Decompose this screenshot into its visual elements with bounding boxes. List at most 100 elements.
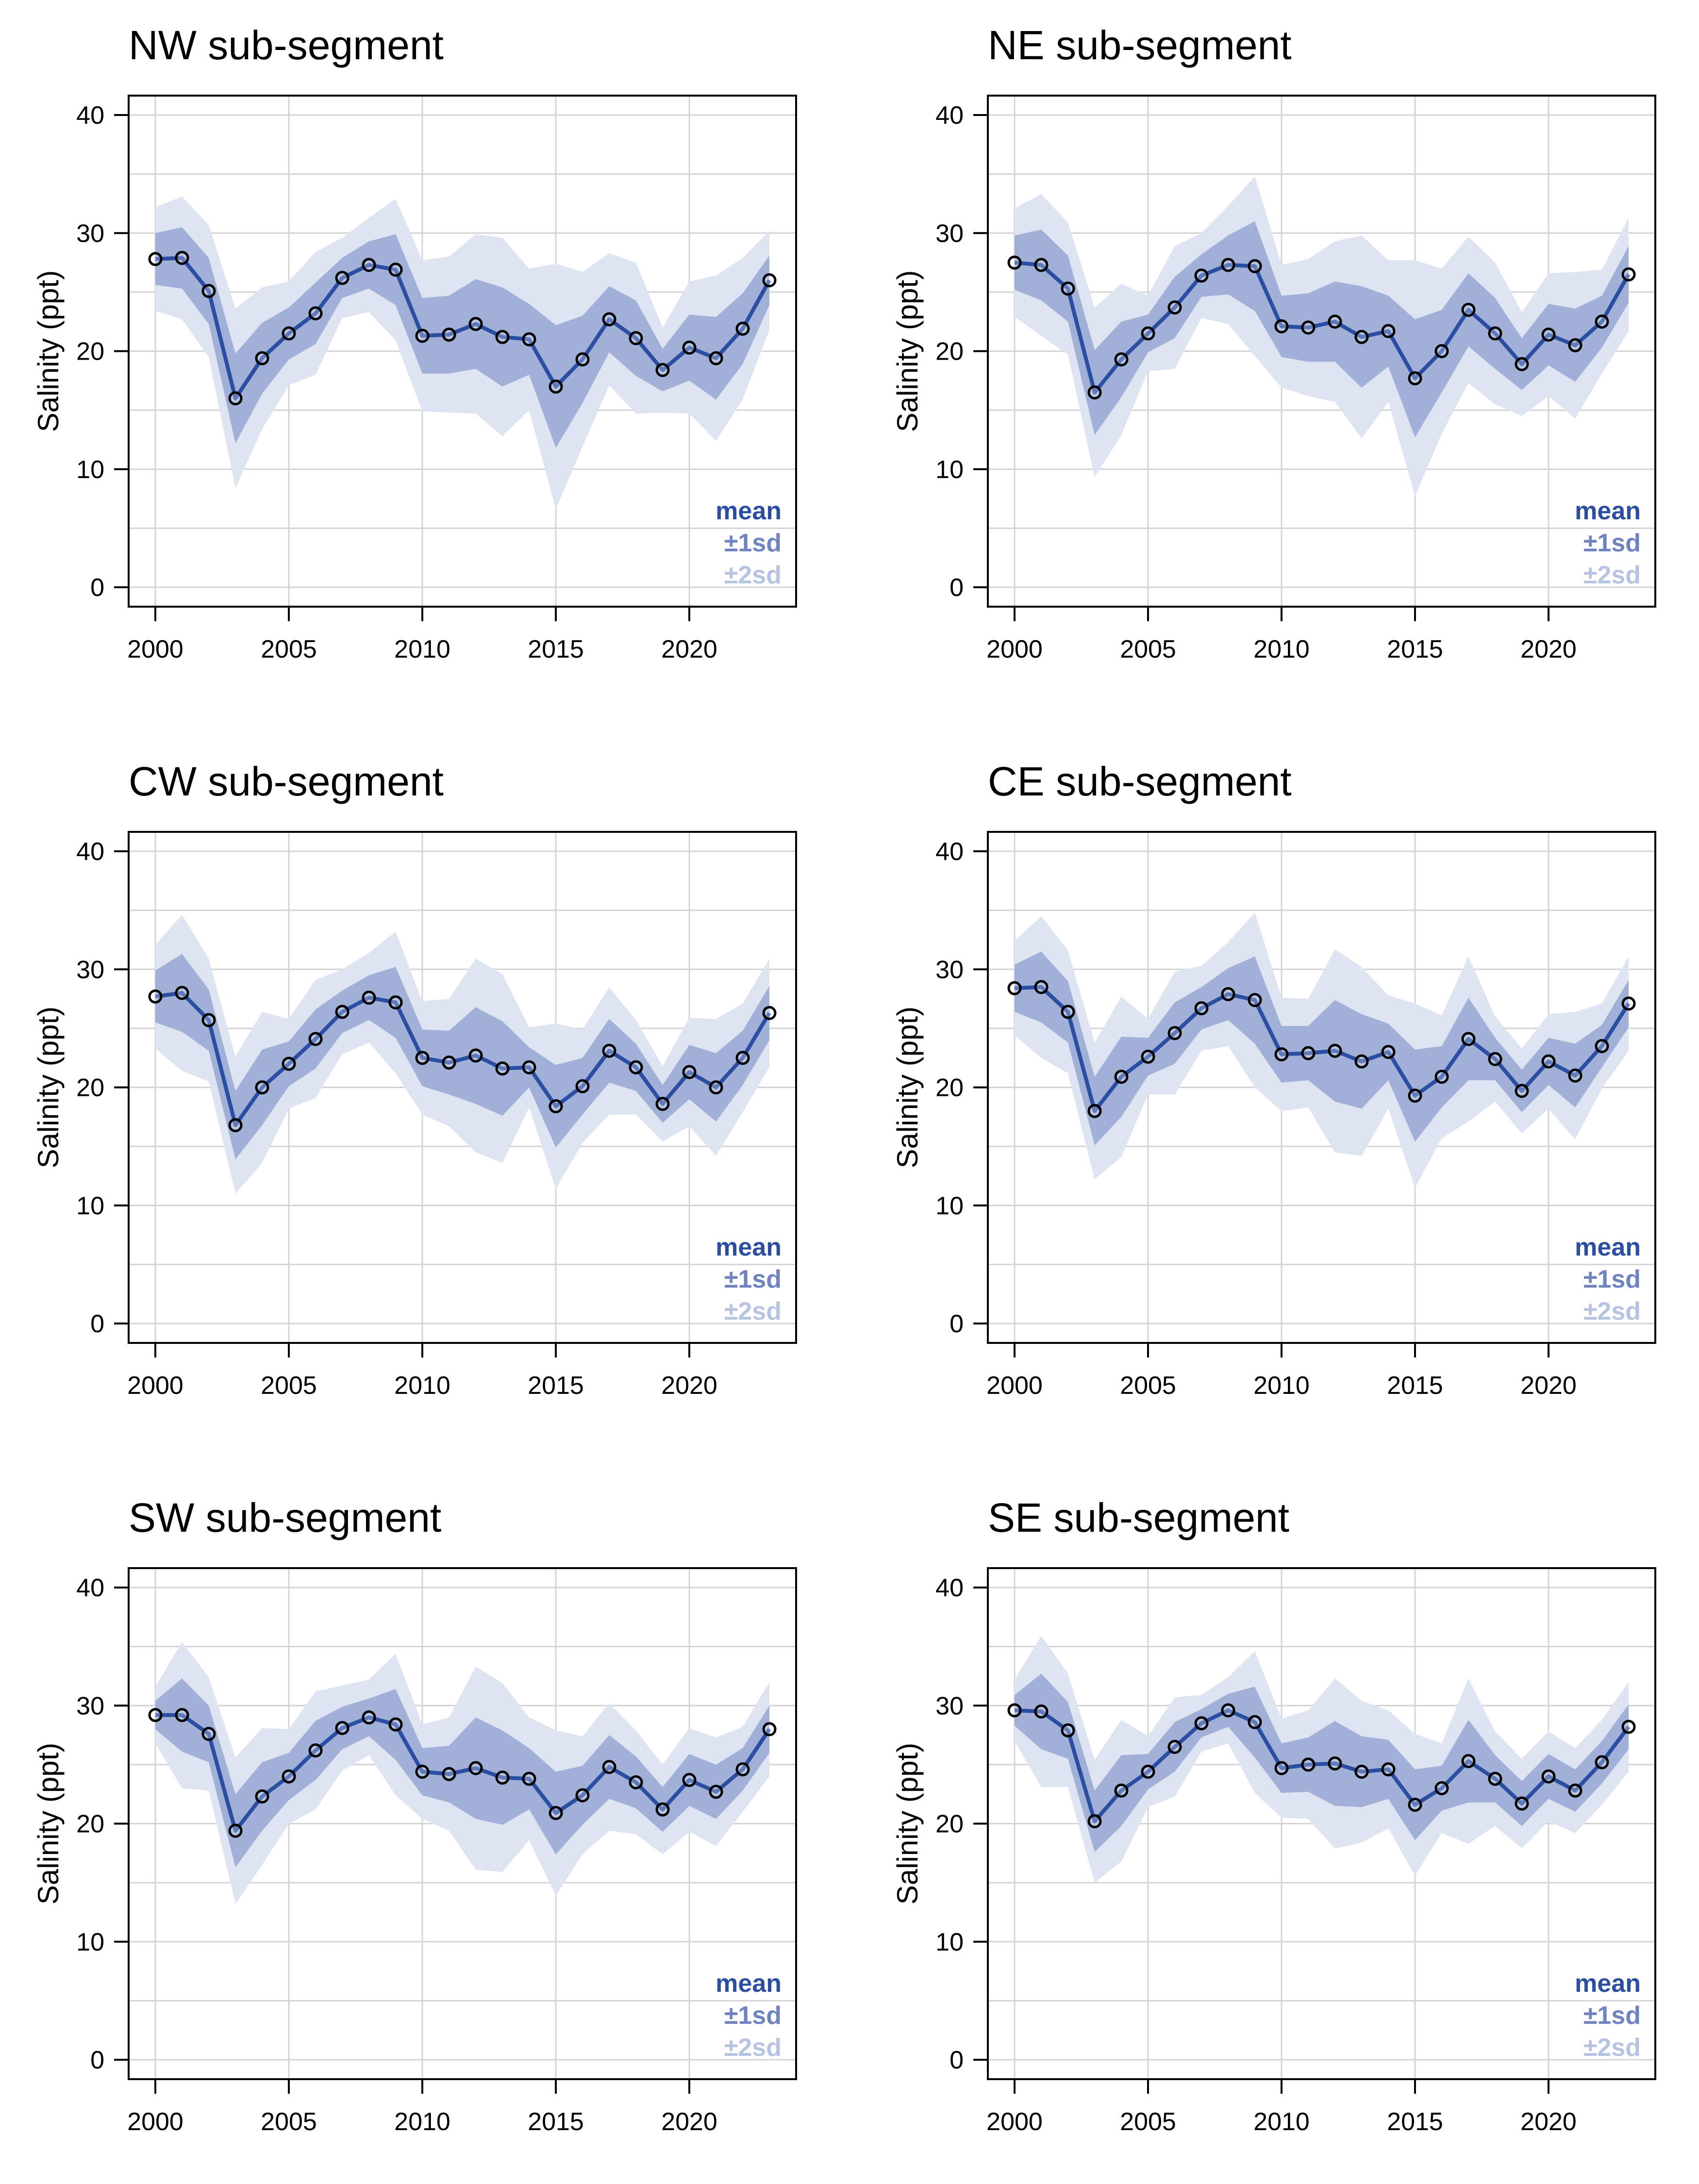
- x-tick-label: 2010: [1253, 635, 1310, 663]
- y-tick-label: 0: [90, 1310, 104, 1338]
- legend-1sd: ±1sd: [724, 2002, 782, 2030]
- x-tick-label: 2015: [528, 2108, 584, 2136]
- data-point: [1221, 987, 1235, 1001]
- x-tick-label: 2000: [127, 2108, 183, 2136]
- data-point: [148, 252, 163, 266]
- legend-2sd: ±2sd: [1583, 2034, 1641, 2062]
- data-point: [1595, 314, 1609, 329]
- chart-panel: CW sub-segment 0 10 20 30 40 2000 2005 2010 2015 2…: [32, 759, 797, 1400]
- band-1sd: [1015, 951, 1629, 1145]
- data-point: [1541, 1769, 1556, 1784]
- y-tick-label: 10: [76, 1192, 104, 1220]
- band-1sd: [1015, 221, 1629, 438]
- data-point: [1061, 1723, 1075, 1737]
- data-point: [1248, 1715, 1262, 1729]
- data-point: [1007, 981, 1022, 995]
- data-point: [629, 331, 643, 346]
- data-point: [1087, 385, 1102, 400]
- data-point: [655, 363, 670, 377]
- data-point: [1488, 326, 1502, 341]
- legend-1sd: ±1sd: [724, 1265, 782, 1293]
- x-tick-label: 2020: [1520, 2108, 1577, 2136]
- legend-mean: mean: [1575, 497, 1641, 525]
- data-point: [201, 1013, 216, 1027]
- data-point: [682, 340, 697, 355]
- data-point: [575, 1788, 590, 1803]
- data-point: [1167, 1739, 1182, 1754]
- data-point: [1167, 300, 1182, 314]
- data-point: [1354, 1054, 1369, 1069]
- y-tick-label: 20: [76, 338, 104, 366]
- data-point: [1194, 1001, 1209, 1016]
- x-tick-label: 2005: [261, 2108, 317, 2136]
- x-tick-label: 2015: [528, 635, 584, 663]
- data-point: [1381, 1762, 1396, 1777]
- data-point: [255, 1789, 269, 1804]
- data-point: [709, 1080, 723, 1094]
- data-point: [549, 379, 563, 394]
- data-point: [709, 351, 723, 365]
- data-point: [1221, 1703, 1235, 1718]
- data-point: [1461, 1754, 1476, 1769]
- y-tick-label: 30: [76, 1692, 104, 1720]
- data-point: [308, 1743, 323, 1758]
- data-point: [362, 991, 376, 1005]
- panel-title: SW sub-segment: [129, 1495, 441, 1540]
- y-axis-label: Salinity (ppt): [891, 1007, 924, 1168]
- data-point: [1461, 302, 1476, 317]
- x-tick-label: 2015: [1387, 635, 1443, 663]
- legend-2sd: ±2sd: [1583, 1297, 1641, 1325]
- data-point: [335, 1005, 350, 1019]
- y-axis-label: Salinity (ppt): [891, 1743, 924, 1904]
- legend-2sd: ±2sd: [724, 2034, 782, 2062]
- x-tick-label: 2005: [1120, 635, 1176, 663]
- data-point: [1354, 330, 1369, 344]
- x-tick-label: 2015: [1387, 2108, 1443, 2136]
- data-point: [1328, 1043, 1342, 1058]
- data-point: [629, 1060, 643, 1075]
- data-point: [175, 986, 189, 1000]
- data-point: [1568, 338, 1582, 352]
- data-point: [1595, 1039, 1609, 1053]
- data-point: [1114, 1783, 1129, 1798]
- band-1sd: [155, 227, 769, 448]
- data-point: [549, 1806, 563, 1820]
- y-tick-label: 10: [76, 456, 104, 484]
- data-point: [495, 1770, 510, 1785]
- data-point: [1621, 267, 1636, 281]
- x-tick-label: 2010: [394, 635, 450, 663]
- x-tick-label: 2010: [394, 1372, 450, 1400]
- chart-panel: NE sub-segment 0 10 20 30 40 2000 2005 2010 2015 2…: [891, 22, 1656, 663]
- legend-2sd: ±2sd: [1583, 561, 1641, 589]
- y-tick-label: 10: [935, 1928, 964, 1956]
- data-point: [762, 273, 777, 288]
- data-point: [308, 1032, 323, 1046]
- panel-title: CE sub-segment: [988, 759, 1292, 804]
- data-point: [415, 329, 430, 343]
- data-point: [602, 312, 616, 327]
- data-point: [308, 306, 323, 321]
- chart-panel: CE sub-segment 0 10 20 30 40 2000 2005 2010 2015 2…: [891, 759, 1656, 1400]
- data-point: [575, 1079, 590, 1093]
- data-point: [1007, 1703, 1022, 1718]
- data-point: [1301, 1757, 1316, 1772]
- x-tick-label: 2020: [661, 635, 717, 663]
- chart-panel: SE sub-segment 0 10 20 30 40 2000 2005 2010 2015 2…: [891, 1495, 1656, 2136]
- band-1sd: [155, 954, 769, 1159]
- x-tick-label: 2020: [661, 2108, 717, 2136]
- data-point: [1434, 1070, 1449, 1084]
- x-tick-label: 2000: [986, 635, 1043, 663]
- data-point: [1381, 324, 1396, 338]
- data-point: [201, 283, 216, 298]
- legend-2sd: ±2sd: [724, 561, 782, 589]
- data-point: [1461, 1032, 1476, 1046]
- data-point: [1167, 1026, 1182, 1041]
- data-point: [682, 1065, 697, 1079]
- x-tick-label: 2015: [528, 1372, 584, 1400]
- y-tick-label: 10: [935, 456, 964, 484]
- data-point: [1568, 1783, 1582, 1798]
- x-tick-label: 2015: [1387, 1372, 1443, 1400]
- data-point: [1194, 1716, 1209, 1731]
- data-point: [655, 1802, 670, 1817]
- x-tick-label: 2005: [1120, 2108, 1176, 2136]
